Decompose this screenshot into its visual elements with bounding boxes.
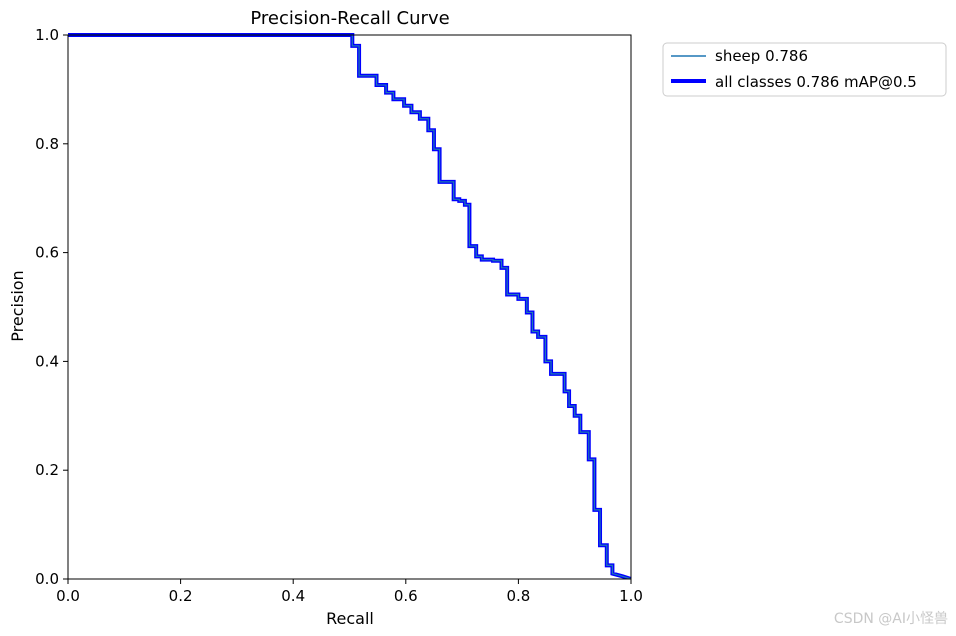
y-tick-label: 0.8 bbox=[35, 135, 59, 153]
y-tick-label: 0.0 bbox=[35, 570, 59, 588]
legend-label-all-classes: all classes 0.786 mAP@0.5 bbox=[715, 73, 917, 91]
axes: 0.0 0.2 0.4 0.6 0.8 1.0 0.0 0.2 0.4 0.6 0.8 1.0 bbox=[35, 26, 643, 605]
x-tick-label: 0.2 bbox=[169, 587, 193, 605]
watermark-text: CSDN @AI小怪兽 bbox=[833, 611, 948, 627]
plot-area bbox=[68, 33, 632, 579]
series-line-sheep bbox=[68, 34, 632, 579]
plot-frame bbox=[67, 34, 632, 580]
x-axis-label: Recall bbox=[326, 609, 374, 628]
x-tick-label: 0.0 bbox=[56, 587, 80, 605]
x-tick-label: 0.6 bbox=[394, 587, 418, 605]
x-tick-label: 0.8 bbox=[506, 587, 530, 605]
legend-box bbox=[662, 42, 947, 97]
x-tick-label: 1.0 bbox=[619, 587, 643, 605]
y-tick-label: 0.6 bbox=[35, 244, 59, 262]
legend: sheep 0.786 all classes 0.786 mAP@0.5 bbox=[662, 42, 947, 97]
y-tick-label: 1.0 bbox=[35, 26, 59, 44]
y-tick-label: 0.4 bbox=[35, 352, 59, 370]
legend-label-sheep: sheep 0.786 bbox=[715, 47, 808, 65]
y-tick-label: 0.2 bbox=[35, 461, 59, 479]
x-tick-label: 0.4 bbox=[281, 587, 305, 605]
y-axis-label: Precision bbox=[8, 270, 27, 341]
chart-title: Precision-Recall Curve bbox=[250, 8, 449, 29]
